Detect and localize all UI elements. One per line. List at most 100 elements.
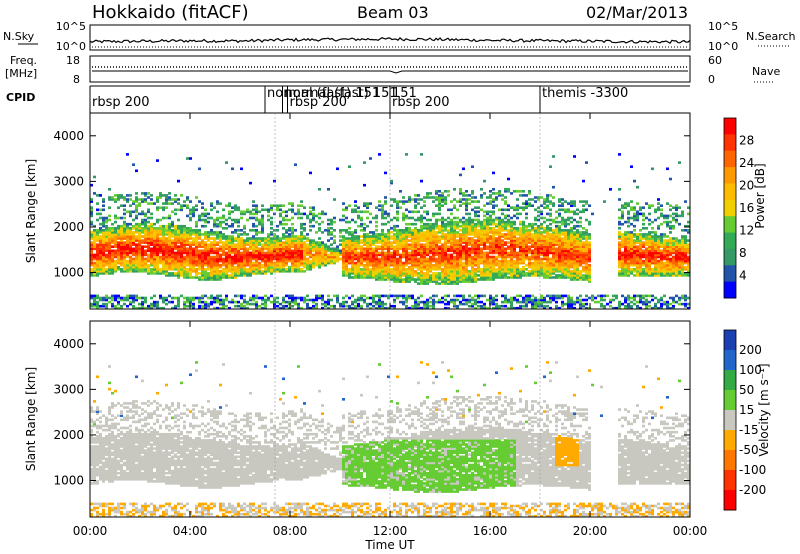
echo-cell [450, 253, 453, 257]
echo-cell [189, 298, 192, 302]
echo-cell [246, 263, 249, 267]
echo-cell [117, 227, 120, 230]
echo-cell [354, 253, 357, 257]
echo-cell [135, 245, 138, 248]
echo-cell [453, 227, 456, 230]
echo-cell [258, 220, 261, 224]
echo-cell [276, 239, 279, 242]
echo-cell [483, 261, 486, 265]
echo-cell [546, 235, 549, 238]
echo-cell [156, 239, 159, 242]
echo-cell [198, 249, 201, 253]
echo-cell [150, 227, 153, 230]
echo-cell [177, 249, 180, 253]
echo-cell [546, 239, 549, 242]
echo-cell [186, 261, 189, 265]
echo-cell [222, 276, 225, 279]
echo-cell [321, 263, 324, 267]
echo-cell [96, 235, 99, 238]
echo-cell [294, 255, 297, 259]
echo-cell [348, 249, 351, 253]
echo-cell [423, 272, 426, 275]
echo-cell [438, 196, 441, 199]
echo-cell [507, 265, 510, 269]
echo-cell [513, 222, 516, 226]
echo-cell [453, 233, 456, 236]
echo-cell [111, 302, 114, 306]
echo-cell [558, 276, 561, 279]
echo-cell [372, 272, 375, 275]
echo-cell [204, 276, 207, 279]
echo-cell [252, 255, 255, 259]
echo-cell [144, 270, 147, 273]
echo-cell [534, 272, 537, 275]
echo-cell [393, 227, 396, 230]
echo-cell [546, 265, 549, 269]
echo-cell [537, 302, 540, 306]
echo-cell [348, 165, 351, 168]
echo-cell [309, 268, 312, 271]
echo-cell [411, 247, 414, 251]
echo-cell [207, 249, 210, 253]
echo-cell [381, 247, 384, 251]
echo-cell [363, 204, 366, 207]
echo-cell [462, 278, 465, 281]
echo-cell [447, 231, 450, 234]
echo-cell [279, 270, 282, 273]
echo-cell [186, 241, 189, 244]
echo-cell [537, 245, 540, 248]
echo-cell [105, 220, 108, 224]
echo-cell [228, 239, 231, 242]
echo-cell [114, 251, 117, 255]
echo-cell [447, 216, 450, 220]
echo-cell [243, 249, 246, 253]
echo-cell [534, 235, 537, 238]
echo-cell [510, 255, 513, 259]
echo-cell [468, 257, 471, 261]
echo-cell [177, 241, 180, 244]
echo-cell [384, 241, 387, 244]
echo-cell [135, 231, 138, 234]
echo-cell [519, 206, 522, 209]
echo-cell [543, 268, 546, 271]
echo-cell [378, 276, 381, 279]
echo-cell [405, 270, 408, 273]
echo-cell [399, 268, 402, 271]
echo-cell [321, 253, 324, 257]
echo-cell [288, 259, 291, 263]
echo-cell [543, 298, 546, 302]
echo-cell [444, 190, 447, 193]
echo-cell [168, 224, 171, 228]
echo-cell [441, 278, 444, 281]
echo-cell [300, 235, 303, 238]
echo-cell [150, 241, 153, 244]
echo-cell [414, 235, 417, 238]
echo-cell [180, 261, 183, 265]
echo-cell [417, 268, 420, 271]
echo-cell [348, 268, 351, 271]
echo-cell [555, 210, 558, 214]
echo-cell [435, 235, 438, 238]
echo-cell [363, 274, 366, 277]
echo-cell [96, 306, 99, 310]
echo-cell [177, 233, 180, 236]
echo-cell [225, 296, 228, 300]
echo-cell [99, 261, 102, 265]
echo-cell [165, 253, 168, 257]
echo-cell [90, 183, 93, 187]
echo-cell [390, 259, 393, 263]
echo-cell [342, 239, 345, 242]
echo-cell [213, 259, 216, 263]
echo-cell [360, 270, 363, 273]
echo-cell [477, 255, 480, 259]
echo-cell [159, 251, 162, 255]
echo-cell [438, 194, 441, 197]
echo-cell [132, 241, 135, 244]
echo-cell [93, 247, 96, 251]
echo-cell [459, 249, 462, 253]
echo-cell [216, 296, 219, 300]
echo-cell [558, 200, 561, 203]
echo-cell [315, 247, 318, 251]
echo-cell [111, 235, 114, 238]
echo-cell [381, 206, 384, 209]
